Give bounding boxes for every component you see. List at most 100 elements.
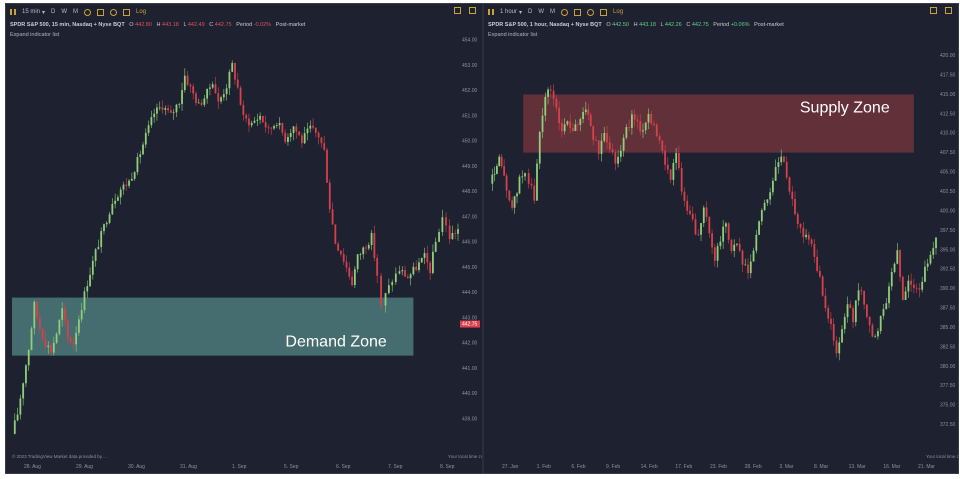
period-w-button[interactable]: W (61, 9, 68, 15)
candle-body (86, 286, 89, 292)
candle-body (810, 239, 813, 244)
candle-body (733, 244, 736, 252)
period-m-button[interactable]: M (550, 9, 556, 15)
candle-body (655, 124, 658, 137)
candle-body (653, 123, 655, 125)
candle-body (661, 140, 664, 151)
candle-body (432, 251, 434, 274)
camera-icon[interactable] (945, 7, 952, 14)
y-tick-label: 390.00 (940, 286, 956, 292)
period-m-button[interactable]: M (73, 9, 79, 15)
candle-body (631, 114, 633, 129)
candle-body (22, 383, 25, 399)
log-button[interactable]: Log (613, 9, 624, 15)
y-tick-label: 448.00 (462, 189, 478, 195)
indicator-icon[interactable] (574, 8, 582, 16)
period-d-button[interactable]: D (51, 9, 56, 15)
price-chart-15min[interactable]: 454.00 453.00 452.00 451.00 450.00 449.00 448.… (6, 4, 482, 473)
candle-body (929, 254, 932, 264)
candle-body (380, 275, 382, 306)
candle-body (841, 329, 843, 343)
candle-body (691, 213, 694, 220)
candle-body (622, 137, 625, 151)
candle-body (536, 163, 538, 201)
candle-body (287, 136, 289, 142)
session-label: Post-market (754, 22, 784, 28)
candle-body (222, 94, 225, 98)
candle-body (89, 274, 91, 287)
x-tick-label: 1. Sep (232, 464, 247, 470)
period-w-button[interactable]: W (538, 9, 545, 15)
candle-body (125, 184, 128, 186)
draw-icon[interactable] (600, 8, 608, 16)
y-tick-label: 412.50 (940, 111, 956, 117)
clock-icon[interactable] (587, 8, 595, 16)
camera-icon[interactable] (469, 7, 476, 14)
chart-panel-15min: 15 min ▾ D W M Log SPDR S&P 500, 15 min,… (6, 4, 482, 473)
candle-body (541, 115, 544, 132)
candle-body (404, 270, 406, 277)
candle-type-icon[interactable] (488, 9, 494, 15)
symbol-info: SPDR S&P 500, 15 min, Nasdaq + Nyse BQT … (10, 22, 306, 28)
candle-body (854, 300, 857, 323)
candle-body (552, 90, 555, 99)
candle-body (766, 199, 769, 203)
interval-select[interactable]: 15 min ▾ (22, 9, 46, 16)
layout-icon[interactable] (930, 7, 937, 14)
layout-icon[interactable] (454, 7, 461, 14)
candle-body (412, 266, 415, 275)
candle-body (730, 239, 733, 252)
candle-body (136, 156, 139, 173)
candle-body (275, 125, 278, 127)
clock-icon[interactable] (110, 8, 118, 16)
candle-body (705, 207, 708, 217)
candle-body (359, 254, 362, 255)
candle-body (744, 264, 747, 266)
candle-body (398, 271, 401, 274)
candle-body (603, 133, 606, 141)
candle-body (708, 216, 711, 234)
candle-body (625, 127, 628, 138)
candle-body (725, 223, 727, 227)
x-tick-label: 9. Feb (606, 464, 620, 470)
candle-body (409, 274, 412, 279)
candle-body (342, 254, 345, 262)
price-chart-1hour[interactable]: 420.00 417.50 415.00 412.50 410.00 407.50 405.… (484, 4, 958, 473)
settings-icon[interactable] (84, 8, 92, 16)
period-d-button[interactable]: D (528, 9, 533, 15)
candle-body (103, 224, 105, 232)
candle-body (547, 89, 549, 97)
y-tick-label: 410.00 (940, 131, 956, 137)
candle-body (420, 257, 423, 263)
candle-body (150, 117, 153, 126)
candle-body (639, 121, 642, 132)
candle-body (38, 317, 41, 330)
expand-indicator-list[interactable]: Expand indicator list (10, 32, 60, 38)
candle-body (401, 270, 404, 272)
y-tick-label: 385.00 (940, 325, 956, 331)
candle-type-icon[interactable] (10, 9, 16, 15)
candle-body (521, 176, 524, 178)
draw-icon[interactable] (123, 8, 131, 16)
candle-body (868, 316, 871, 326)
candle-body (267, 127, 270, 129)
candle-body (454, 233, 457, 234)
candle-body (301, 135, 303, 144)
y-tick-label: 444.00 (462, 290, 478, 296)
candle-body (248, 118, 250, 126)
candle-body (367, 245, 370, 249)
interval-select[interactable]: 1 hour ▾ (500, 9, 523, 16)
candle-body (874, 336, 877, 338)
candle-body (256, 119, 259, 121)
chart-toolbar: 1 hour ▾ D W M Log (484, 4, 958, 20)
settings-icon[interactable] (561, 8, 569, 16)
candle-body (498, 156, 501, 167)
y-tick-label: 452.00 (462, 88, 478, 94)
candle-body (418, 262, 420, 270)
candle-body (824, 295, 827, 309)
candle-body (783, 156, 785, 162)
indicator-icon[interactable] (97, 8, 105, 16)
expand-indicator-list[interactable]: Expand indicator list (488, 32, 538, 38)
candle-body (719, 241, 722, 247)
log-button[interactable]: Log (136, 9, 147, 15)
